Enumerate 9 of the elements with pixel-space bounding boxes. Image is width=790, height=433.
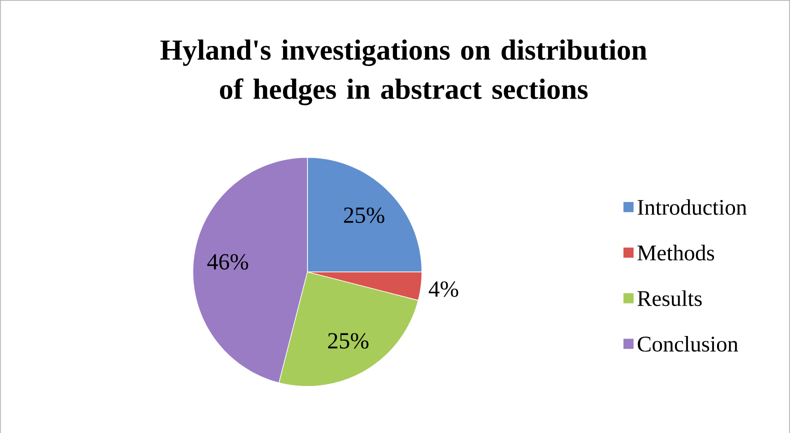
data-label: 46% bbox=[207, 254, 248, 270]
legend-label: Conclusion bbox=[638, 336, 738, 352]
data-label: 4% bbox=[428, 281, 458, 297]
data-label: 25% bbox=[328, 332, 368, 348]
data-label: 25% bbox=[344, 207, 384, 223]
legend-label: Introduction bbox=[638, 199, 747, 215]
chart-title: Hyland's investigations on distribution of hedges in abstract sections bbox=[160, 39, 647, 106]
legend-label: Results bbox=[638, 290, 702, 306]
legend-label: Methods bbox=[638, 244, 714, 260]
